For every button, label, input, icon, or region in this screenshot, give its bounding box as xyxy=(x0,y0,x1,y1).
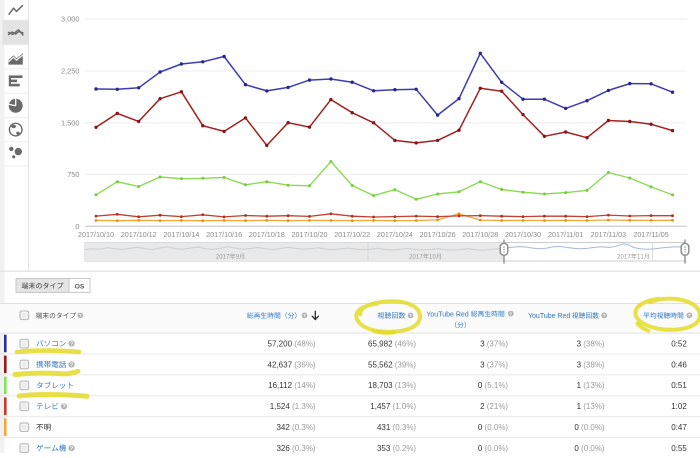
svg-text:431 (0.3%): 431 (0.3%) xyxy=(377,423,416,432)
svg-text:?: ? xyxy=(688,313,691,319)
svg-text:2017/10/28: 2017/10/28 xyxy=(462,230,498,239)
svg-text:0:52: 0:52 xyxy=(671,339,687,348)
svg-text:2 (21%): 2 (21%) xyxy=(480,402,508,411)
svg-text:0:55: 0:55 xyxy=(671,444,687,453)
svg-text:57,200 (48%): 57,200 (48%) xyxy=(268,339,316,348)
svg-text:YouTube Red: YouTube Red xyxy=(528,313,570,320)
svg-text:2017/10/24: 2017/10/24 xyxy=(377,230,413,239)
svg-text:65,982 (46%): 65,982 (46%) xyxy=(368,339,416,348)
svg-text:?: ? xyxy=(70,342,73,348)
svg-text:?: ? xyxy=(62,404,65,410)
svg-text:2017/11/01: 2017/11/01 xyxy=(548,230,583,239)
svg-text:1,500: 1,500 xyxy=(61,118,80,127)
svg-text:?: ? xyxy=(79,313,82,319)
svg-text:OS: OS xyxy=(75,283,85,290)
svg-text:?: ? xyxy=(603,313,606,319)
svg-text:0:47: 0:47 xyxy=(671,423,687,432)
svg-text:353 (0.2%): 353 (0.2%) xyxy=(377,444,416,453)
svg-text:3,000: 3,000 xyxy=(61,15,80,24)
svg-text:3 (37%): 3 (37%) xyxy=(480,339,508,348)
svg-text:2017/10/22: 2017/10/22 xyxy=(334,230,370,239)
svg-text:2017/10/18: 2017/10/18 xyxy=(249,230,285,239)
svg-text:1,524 (1.3%): 1,524 (1.3%) xyxy=(270,402,316,411)
svg-text:0:46: 0:46 xyxy=(671,360,687,369)
svg-text:2017/11/05: 2017/11/05 xyxy=(633,230,668,239)
svg-text:2017/10/12: 2017/10/12 xyxy=(121,230,157,239)
svg-text:0 (5.1%): 0 (5.1%) xyxy=(478,381,509,390)
svg-text:?: ? xyxy=(409,313,412,319)
svg-text:3 (38%): 3 (38%) xyxy=(577,339,605,348)
svg-text:16,112 (14%): 16,112 (14%) xyxy=(268,381,316,390)
svg-text:?: ? xyxy=(70,446,73,452)
svg-text:1:02: 1:02 xyxy=(671,402,687,411)
svg-text:0 (0.0%): 0 (0.0%) xyxy=(574,423,605,432)
svg-text:2017/10/30: 2017/10/30 xyxy=(505,230,541,239)
svg-text:18,703 (13%): 18,703 (13%) xyxy=(368,381,416,390)
svg-text:1 (13%): 1 (13%) xyxy=(577,402,605,411)
svg-text:2017/11/03: 2017/11/03 xyxy=(591,230,626,239)
svg-text:342 (0.3%): 342 (0.3%) xyxy=(276,423,315,432)
svg-text:0 (0.0%): 0 (0.0%) xyxy=(574,444,605,453)
svg-text:?: ? xyxy=(303,313,306,319)
svg-text:?: ? xyxy=(70,362,73,368)
svg-text:0 (0.0%): 0 (0.0%) xyxy=(478,423,509,432)
svg-text:0:51: 0:51 xyxy=(671,381,687,390)
svg-text:1,457 (1.0%): 1,457 (1.0%) xyxy=(370,402,416,411)
svg-text:2017/10/26: 2017/10/26 xyxy=(420,230,456,239)
svg-text:42,637 (36%): 42,637 (36%) xyxy=(268,360,316,369)
svg-text:2017/10/16: 2017/10/16 xyxy=(206,230,242,239)
svg-text:0 (0.0%): 0 (0.0%) xyxy=(478,444,509,453)
svg-text:2017/10/20: 2017/10/20 xyxy=(292,230,328,239)
svg-text:55,562 (39%): 55,562 (39%) xyxy=(368,360,416,369)
svg-text:1 (13%): 1 (13%) xyxy=(577,381,605,390)
svg-text:0: 0 xyxy=(75,222,79,231)
svg-text:2017/10/10: 2017/10/10 xyxy=(78,230,114,239)
svg-text:?: ? xyxy=(509,311,512,317)
svg-text:326 (0.3%): 326 (0.3%) xyxy=(276,444,315,453)
svg-text:3 (37%): 3 (37%) xyxy=(480,360,508,369)
svg-text:YouTube Red: YouTube Red xyxy=(426,311,468,318)
svg-text:2017/10/14: 2017/10/14 xyxy=(163,230,199,239)
svg-text:750: 750 xyxy=(67,170,79,179)
svg-text:3 (38%): 3 (38%) xyxy=(577,360,605,369)
svg-text:2,250: 2,250 xyxy=(61,67,80,76)
